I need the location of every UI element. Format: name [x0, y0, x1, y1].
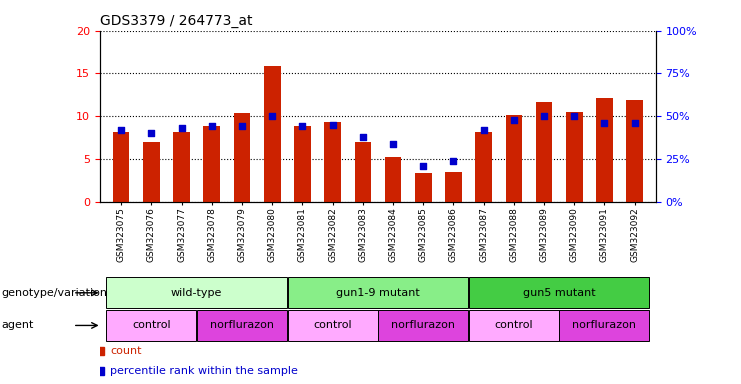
Bar [536, 102, 552, 202]
Point [448, 157, 459, 164]
Text: control: control [494, 320, 533, 331]
Bar [107, 310, 196, 341]
Bar [475, 132, 492, 202]
Point [116, 127, 127, 133]
Point [417, 163, 429, 169]
Bar [288, 277, 468, 308]
Bar [469, 310, 559, 341]
Point [357, 134, 369, 140]
Bar [113, 132, 130, 202]
Bar [566, 112, 582, 202]
Text: control: control [132, 320, 170, 331]
Point [599, 120, 611, 126]
Bar [264, 66, 281, 202]
Text: genotype/variation: genotype/variation [1, 288, 107, 298]
Text: GDS3379 / 264773_at: GDS3379 / 264773_at [100, 14, 253, 28]
Point [508, 116, 519, 122]
Point [145, 130, 157, 136]
Point [538, 113, 550, 119]
Point [478, 127, 490, 133]
Text: norflurazon: norflurazon [573, 320, 637, 331]
Point [327, 122, 339, 128]
Point [568, 113, 580, 119]
Text: gun1-9 mutant: gun1-9 mutant [336, 288, 420, 298]
Text: control: control [313, 320, 352, 331]
Bar [294, 126, 310, 202]
Bar [107, 277, 287, 308]
Text: norflurazon: norflurazon [210, 320, 274, 331]
Bar [325, 122, 341, 202]
Text: count: count [110, 346, 142, 356]
Point [176, 125, 187, 131]
Point [236, 123, 248, 129]
Bar [596, 98, 613, 202]
Point [266, 113, 278, 119]
Bar [233, 113, 250, 202]
Text: agent: agent [1, 320, 34, 331]
Point [628, 120, 640, 126]
Bar [626, 100, 643, 202]
Bar [173, 132, 190, 202]
Point [206, 123, 218, 129]
Bar [505, 115, 522, 202]
Bar [559, 310, 649, 341]
Text: wild-type: wild-type [171, 288, 222, 298]
Bar [354, 142, 371, 202]
Text: percentile rank within the sample: percentile rank within the sample [110, 366, 298, 376]
Bar [415, 172, 431, 202]
Bar [445, 172, 462, 202]
Bar [197, 310, 287, 341]
Bar [288, 310, 378, 341]
Bar [469, 277, 649, 308]
Bar [204, 126, 220, 202]
Text: gun5 mutant: gun5 mutant [523, 288, 596, 298]
Bar [385, 157, 402, 202]
Point [296, 123, 308, 129]
Bar [378, 310, 468, 341]
Point [387, 141, 399, 147]
Text: norflurazon: norflurazon [391, 320, 455, 331]
Bar [143, 142, 160, 202]
